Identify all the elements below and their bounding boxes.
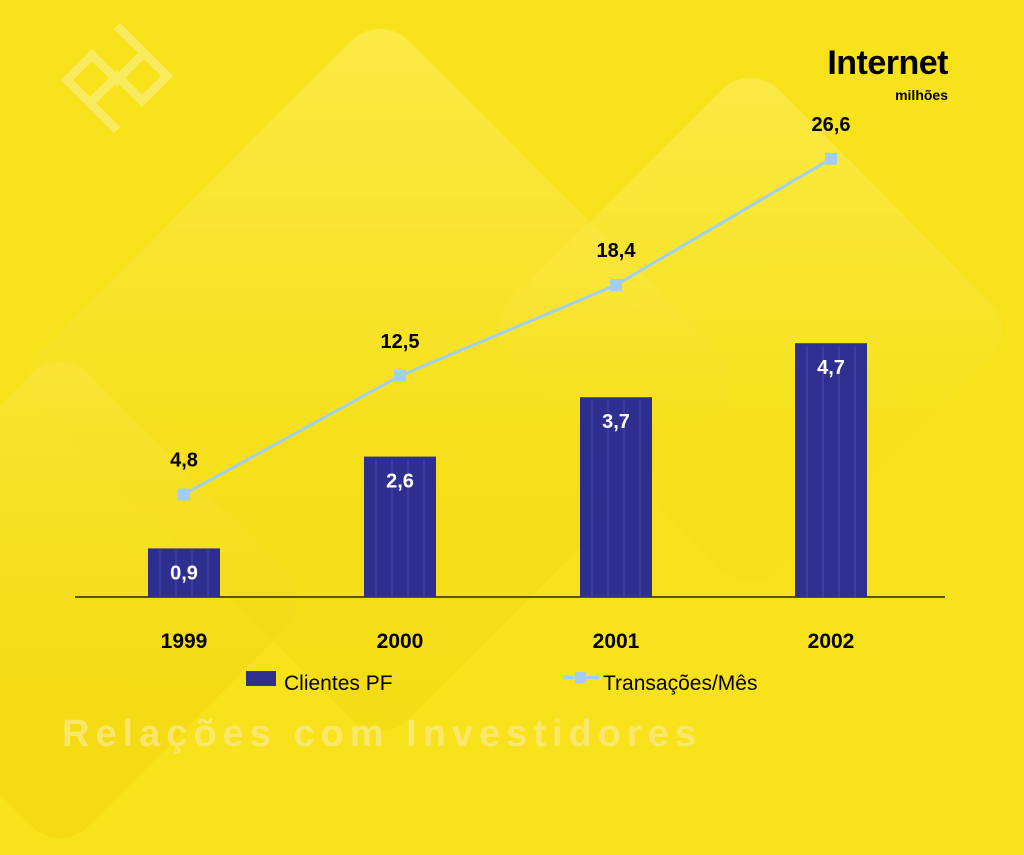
line-point (178, 488, 190, 501)
bar (795, 343, 867, 597)
legend-bar-swatch (246, 671, 276, 686)
line-data-label: 26,6 (812, 114, 851, 136)
banco-do-brasil-logo-icon (60, 22, 174, 134)
bar-data-label: 4,7 (817, 357, 845, 379)
bar-data-label: 0,9 (170, 562, 198, 584)
line-series (183, 157, 832, 496)
line-point (394, 369, 406, 382)
chart-title: Internet (827, 44, 948, 82)
line-point (825, 152, 837, 165)
bar-data-label: 3,7 (602, 411, 630, 433)
x-tick-label: 2001 (593, 630, 640, 653)
legend-line-marker (575, 672, 586, 683)
line-point (610, 279, 622, 292)
bar-data-label: 2,6 (386, 471, 414, 493)
legend-label-bar: Clientes PF (284, 672, 393, 695)
x-tick-label: 1999 (161, 630, 208, 653)
x-tick-label: 2002 (808, 630, 855, 653)
line-data-label: 12,5 (381, 331, 420, 353)
chart-area: 0,9 2,6 3,7 4,7 4,8 12,5 18,4 26,6 1999 2000 2001 2… (75, 114, 945, 653)
line-data-label: 18,4 (597, 240, 637, 262)
chart-subtitle: milhões (895, 87, 948, 103)
footer-text: Relações com Investidores (62, 713, 702, 755)
line-data-label: 4,8 (170, 449, 198, 471)
legend-label-line: Transações/Mês (603, 672, 758, 695)
x-tick-label: 2000 (377, 630, 424, 653)
